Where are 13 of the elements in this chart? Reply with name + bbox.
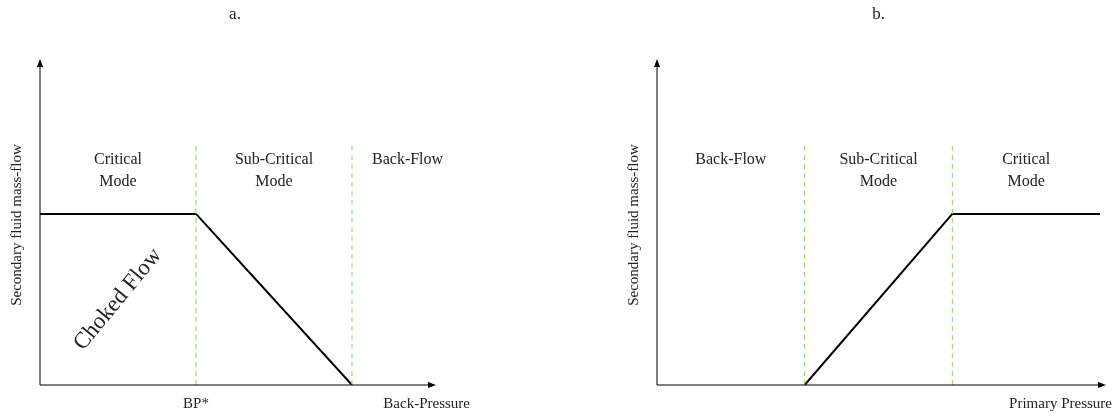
chart-title: a.: [229, 3, 241, 23]
text: Back-Flow: [372, 150, 444, 168]
text: Back-Flow: [695, 150, 767, 168]
x-axis-title: Back-Pressure: [383, 395, 471, 412]
x-axis-title: Primary Pressure: [1009, 395, 1113, 412]
y-axis-title: Secondary fluid mass-flow: [8, 144, 25, 306]
y-axis-title: Secondary fluid mass-flow: [625, 144, 642, 306]
chart-title: b.: [872, 3, 885, 23]
text: Critical Mode: [94, 150, 143, 190]
text: Sub-Critical Mode: [234, 150, 314, 190]
text: Sub-Critical Mode: [839, 150, 919, 190]
text: Critical Mode: [1002, 150, 1051, 190]
text: BP*: [183, 395, 209, 412]
